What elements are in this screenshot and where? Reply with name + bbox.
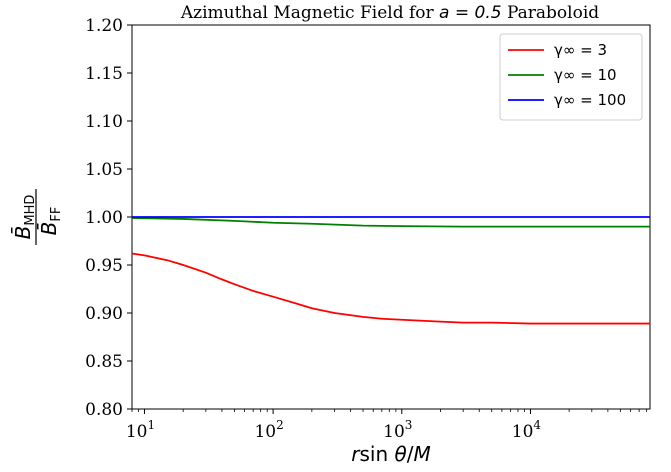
legend-label-1: γ∞ = 10 bbox=[554, 66, 617, 84]
y-tick-label-1: 0.85 bbox=[85, 352, 123, 372]
y-label-den-sub: FF bbox=[49, 207, 64, 222]
x-axis-ticks: 101 102 103 104 bbox=[126, 409, 648, 442]
y-axis-label: B̄MHD B̄FF bbox=[10, 189, 64, 245]
series-line-1 bbox=[131, 217, 650, 228]
y-tick-label-5: 1.05 bbox=[85, 160, 123, 180]
chart-title-prefix: Azimuthal Magnetic Field for bbox=[180, 3, 439, 23]
svg-text:B̄FF: B̄FF bbox=[36, 207, 64, 236]
y-label-den: B̄ bbox=[36, 222, 61, 236]
y-tick-label-7: 1.15 bbox=[85, 64, 123, 84]
legend-label-0: γ∞ = 3 bbox=[554, 41, 607, 59]
legend: γ∞ = 3 γ∞ = 10 γ∞ = 100 bbox=[499, 33, 643, 121]
x-tick-label-1: 102 bbox=[254, 418, 283, 442]
y-tick-label-6: 1.10 bbox=[85, 112, 123, 132]
y-tick-label-2: 0.90 bbox=[85, 304, 123, 324]
chart-title-suffix: Paraboloid bbox=[502, 3, 600, 23]
y-label-num-sub: MHD bbox=[23, 195, 38, 226]
series-line-0 bbox=[131, 252, 650, 325]
y-label-num: B̄ bbox=[10, 226, 35, 240]
legend-label-2: γ∞ = 100 bbox=[554, 91, 626, 109]
series-layer bbox=[131, 216, 650, 325]
x-axis-label: rsin θ/M bbox=[351, 442, 431, 466]
x-tick-label-0: 101 bbox=[126, 418, 155, 442]
y-tick-label-4: 1.00 bbox=[85, 208, 123, 228]
svg-text:B̄MHD: B̄MHD bbox=[10, 195, 38, 240]
chart-title-math: a = 0.5 bbox=[439, 3, 502, 23]
legend-box bbox=[499, 33, 643, 121]
x-tick-label-2: 103 bbox=[383, 418, 412, 442]
y-tick-label-8: 1.20 bbox=[85, 16, 123, 36]
y-tick-label-0: 0.80 bbox=[85, 400, 123, 420]
x-tick-label-3: 104 bbox=[512, 418, 542, 442]
legend-items: γ∞ = 3 γ∞ = 10 γ∞ = 100 bbox=[508, 41, 626, 109]
chart-title: Azimuthal Magnetic Field for a = 0.5 Par… bbox=[180, 3, 599, 23]
y-tick-label-3: 0.95 bbox=[85, 256, 123, 276]
y-axis-ticks: 0.80 0.85 0.90 0.95 1.00 1.05 1.10 1.15 1.20 bbox=[85, 16, 132, 420]
